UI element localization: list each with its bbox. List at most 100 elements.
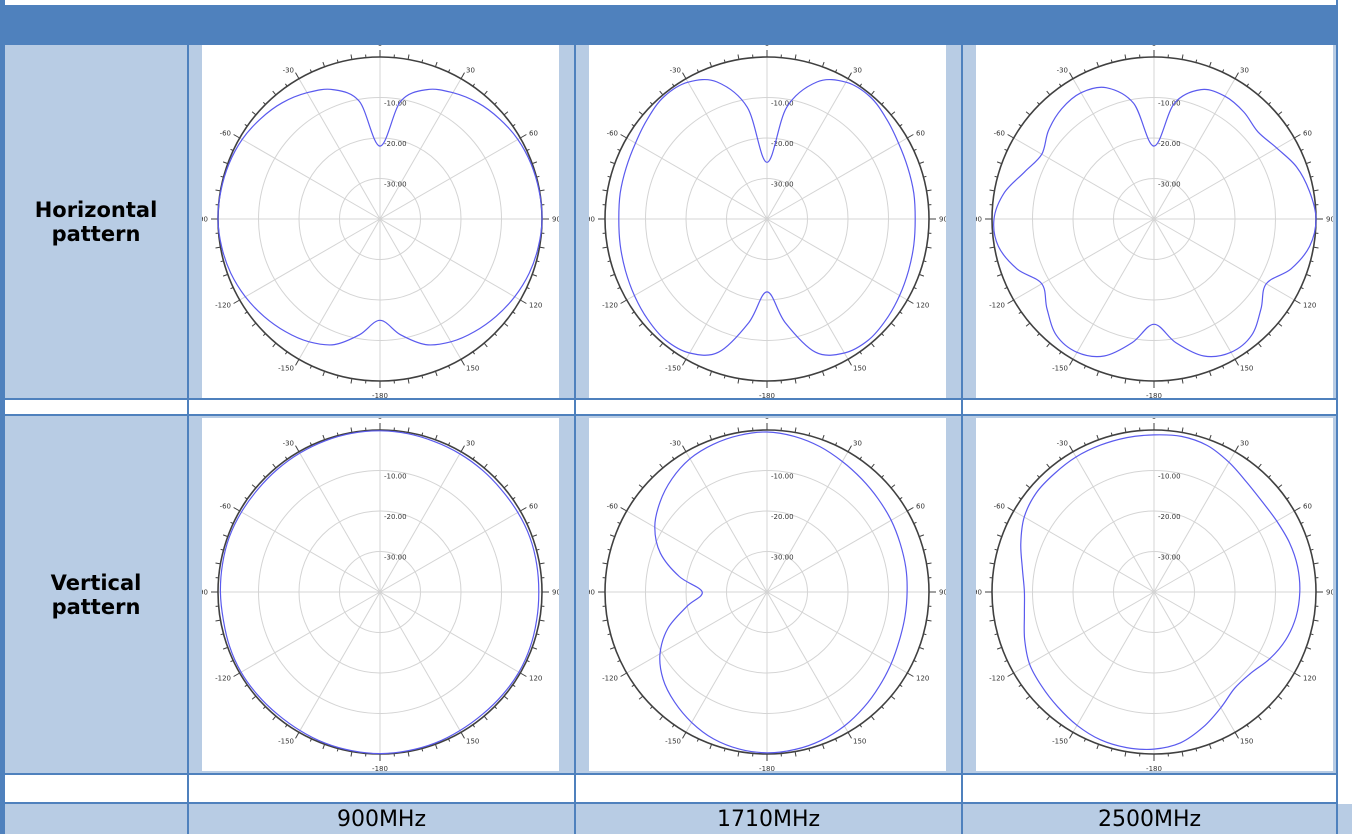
polar-tick — [1257, 342, 1262, 348]
polar-tick — [602, 246, 608, 249]
polar-grid-spoke — [379, 218, 521, 301]
polar-tick — [1007, 299, 1014, 304]
polar-tick — [322, 371, 326, 377]
polar-tick — [989, 562, 995, 565]
polar-tick — [602, 619, 608, 622]
polar-tick — [1096, 434, 1100, 440]
polar-grid-spoke — [298, 451, 381, 593]
polar-angle-label: 150 — [853, 738, 866, 746]
polar-tick — [926, 562, 932, 565]
polar-angle-label: -180 — [1146, 765, 1162, 771]
polar-tick — [1313, 189, 1319, 192]
row-label-horizontal: Horizontal pattern — [34, 197, 158, 246]
polar-chart-horizontal-2500mhz: -10.00 -20.00 -30.00 0 30 60 90 120 150 -180 -150 -… — [976, 45, 1333, 398]
polar-tick — [272, 715, 277, 721]
polar-chart-panel: -10.00 -20.00 -30.00 0 30 60 90 120 150 -180 -150 -… — [976, 45, 1333, 398]
polar-tick — [1277, 484, 1283, 489]
polar-grid-spoke — [1153, 78, 1236, 220]
polar-tick — [609, 646, 615, 650]
polar-angle-label: -90 — [202, 589, 208, 597]
polar-tick — [1181, 751, 1184, 757]
polar-angle-label: -60 — [220, 503, 231, 511]
polar-grid-spoke — [1153, 510, 1295, 593]
polar-tick — [233, 672, 240, 677]
polar-grid-spoke — [626, 591, 768, 674]
polar-tick — [434, 744, 438, 750]
polar-angle-label: 120 — [916, 675, 929, 683]
polar-tick — [1046, 342, 1051, 348]
polar-angle-label: -30 — [670, 440, 681, 448]
polar-grid-spoke — [1013, 218, 1155, 301]
polar-grid-spoke — [766, 591, 908, 674]
polar-outer-circle — [604, 56, 930, 382]
polar-tick — [659, 342, 664, 348]
polar-tick — [638, 111, 644, 116]
polar-angle-label: -30 — [1057, 67, 1068, 75]
polar-angle-label: -60 — [607, 130, 618, 138]
polar-tick — [233, 134, 240, 139]
polar-tick — [609, 534, 615, 538]
polar-tick — [1046, 463, 1051, 469]
table-border-right — [1336, 0, 1338, 834]
polar-grid-spoke — [766, 591, 849, 733]
polar-angle-label: -90 — [976, 216, 982, 224]
polar-angle-label: -60 — [994, 130, 1005, 138]
polar-tick — [1069, 72, 1074, 79]
polar-angle-label: 60 — [916, 130, 925, 138]
footer-edge-cell — [1338, 804, 1352, 834]
chart-cell: -10.00 -20.00 -30.00 0 30 60 90 120 150 -180 -150 -… — [189, 45, 574, 398]
polar-tick — [794, 751, 797, 757]
polar-grid-spoke — [298, 78, 381, 220]
polar-tick — [233, 507, 240, 512]
table-header-bar — [5, 5, 1336, 42]
polar-tick — [483, 90, 488, 96]
polar-angle-label: 60 — [1303, 503, 1312, 511]
polar-tick — [1124, 54, 1127, 60]
polar-tick — [251, 111, 257, 116]
pattern-trace — [618, 78, 916, 356]
polar-tick — [539, 246, 545, 249]
polar-tick — [1124, 751, 1127, 757]
polar-tick — [1208, 61, 1212, 67]
polar-grid-spoke — [766, 218, 849, 360]
polar-tick — [539, 189, 545, 192]
polar-tick — [996, 646, 1002, 650]
polar-tick — [1313, 562, 1319, 565]
polar-angle-label: -90 — [202, 216, 208, 224]
polar-angle-label: 30 — [853, 67, 862, 75]
polar-angle-label: 30 — [853, 440, 862, 448]
polar-grid-spoke — [626, 218, 768, 301]
polar-tick — [890, 695, 896, 700]
polar-tick — [907, 299, 914, 304]
polar-grid-spoke — [1153, 451, 1236, 593]
polar-ring-label: -20.00 — [771, 140, 794, 148]
polar-tick — [926, 246, 932, 249]
polar-tick — [919, 534, 925, 538]
polar-tick — [407, 378, 410, 384]
polar-angle-label: 0 — [765, 418, 769, 421]
polar-tick — [870, 715, 875, 721]
polar-ring-label: -30.00 — [1158, 554, 1181, 562]
polar-tick — [460, 445, 465, 452]
polar-tick — [1277, 695, 1283, 700]
polar-tick — [847, 359, 852, 366]
polar-tick — [532, 273, 538, 277]
row-label-vertical: Vertical pattern — [50, 570, 142, 619]
polar-chart-panel: -10.00 -20.00 -30.00 0 30 60 90 120 150 -180 -150 -… — [202, 418, 559, 771]
polar-tick — [520, 507, 527, 512]
polar-ring-label: -10.00 — [1158, 473, 1181, 481]
polar-tick — [322, 61, 326, 67]
polar-tick — [1007, 507, 1014, 512]
polar-angle-label: 60 — [529, 130, 538, 138]
polar-angle-label: -180 — [372, 765, 388, 771]
polar-tick — [620, 507, 627, 512]
polar-tick — [1208, 744, 1212, 750]
table-border — [5, 802, 1336, 804]
polar-grid-spoke — [766, 218, 908, 301]
polar-tick — [737, 427, 740, 433]
polar-angle-label: 30 — [1240, 67, 1249, 75]
polar-grid-spoke — [239, 510, 381, 593]
polar-angle-label: -30 — [283, 67, 294, 75]
polar-tick — [272, 90, 277, 96]
polar-tick — [682, 72, 687, 79]
